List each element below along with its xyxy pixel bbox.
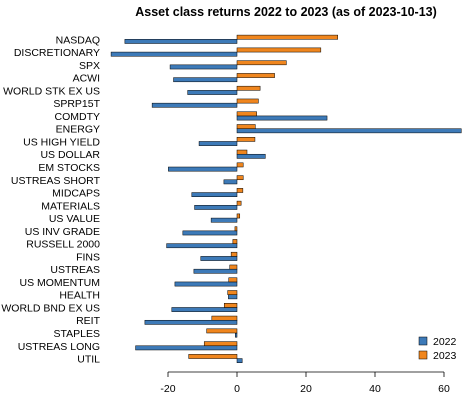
category-label: MATERIALS [41,200,100,212]
bar-2022 [174,281,238,287]
bar-2022 [191,192,238,197]
x-tick-label: 0 [234,383,240,395]
bar-2023 [229,264,238,270]
bar-2022 [144,319,238,325]
bar-2022 [200,256,238,261]
bar-2023 [206,328,238,334]
legend-swatch-2023 [418,350,428,360]
bar-2023 [236,111,257,117]
category-label: UTIL [77,354,100,366]
x-tick-label: 60 [438,383,450,395]
bar-2023 [211,315,238,321]
category-label: USTREAS LONG [18,341,100,353]
category-label: FINS [76,251,100,263]
bar-2022 [171,307,238,312]
bar-2022 [194,205,238,210]
bar-2022 [151,102,238,108]
bar-2023 [236,124,256,129]
bar-2022 [236,153,266,159]
bar-2023 [227,290,238,295]
bar-2022 [228,294,238,300]
bar-2023 [236,85,261,91]
category-label: STAPLES [54,328,101,340]
bar-2023 [232,239,238,244]
category-label: SPRP15T [53,98,100,110]
category-label: REIT [76,315,101,327]
bar-2023 [236,34,338,40]
bar-2022 [182,230,238,236]
bar-2022 [173,77,238,83]
bar-2023 [236,73,275,78]
x-axis: -20 0 20 40 60 [160,371,450,395]
bar-2023 [223,303,238,308]
category-label: NASDAQ [56,34,100,46]
bar-2023 [188,354,238,359]
category-label: ACWI [73,73,100,85]
bar-2023 [236,188,244,193]
category-label: EM STOCKS [38,162,100,174]
bar-2022 [124,39,238,44]
category-label: COMDTY [55,111,101,123]
bar-2023 [236,60,287,66]
category-label: ENERGY [56,124,100,136]
category-label: DISCRETIONARY [14,47,100,59]
category-label: US VALUE [49,213,100,225]
category-label: US HIGH YIELD [23,136,100,148]
category-label: HEALTH [59,290,100,302]
bar-2022 [169,64,238,70]
bar-2022 [236,128,462,134]
x-tick-label: 40 [369,383,381,395]
category-label: US INV GRADE [25,226,100,238]
legend-swatch-2022 [418,336,428,346]
bar-2022 [223,179,238,185]
chart-title: Asset class returns 2022 to 2023 (as of … [135,5,437,19]
category-label: MIDCAPS [52,188,100,200]
category-label: SPX [79,60,100,72]
bar-2023 [236,149,248,155]
category-label: RUSSELL 2000 [26,239,100,251]
bar-2023 [230,251,238,257]
category-label: USTREAS [50,264,100,276]
category-label: USTREAS SHORT [11,175,101,187]
x-tick-label: 20 [300,383,312,395]
bar-2023 [236,137,256,142]
bar-2022 [236,358,243,363]
category-label: WORLD STK EX US [3,85,100,97]
bar-2022 [187,90,238,95]
category-label: US MOMENTUM [20,277,101,289]
x-tick-label: -20 [160,383,175,395]
bar-2023 [236,162,244,168]
bar-2023 [234,226,238,232]
bar-2022 [166,243,238,249]
legend-label-2023: 2023 [433,350,457,362]
bar-2022 [110,51,238,57]
bar-2023 [228,277,238,283]
category-label: US DOLLAR [40,149,100,161]
bar-2023 [236,213,241,219]
bar-2022 [235,332,238,338]
bar-2023 [203,341,238,347]
legend: 2022 2023 [418,336,457,362]
bar-2023 [236,175,244,181]
bar-2023 [236,98,259,104]
bar-2022 [210,217,238,223]
category-label: WORLD BND EX US [1,302,100,314]
bar-2022 [193,268,238,274]
bar-2023 [236,47,322,53]
legend-label-2022: 2022 [433,336,457,348]
bar-2022 [198,141,238,146]
bar-2022 [135,345,238,351]
bar-2023 [236,200,242,206]
bar-2022 [236,115,328,121]
bar-2022 [168,166,238,172]
